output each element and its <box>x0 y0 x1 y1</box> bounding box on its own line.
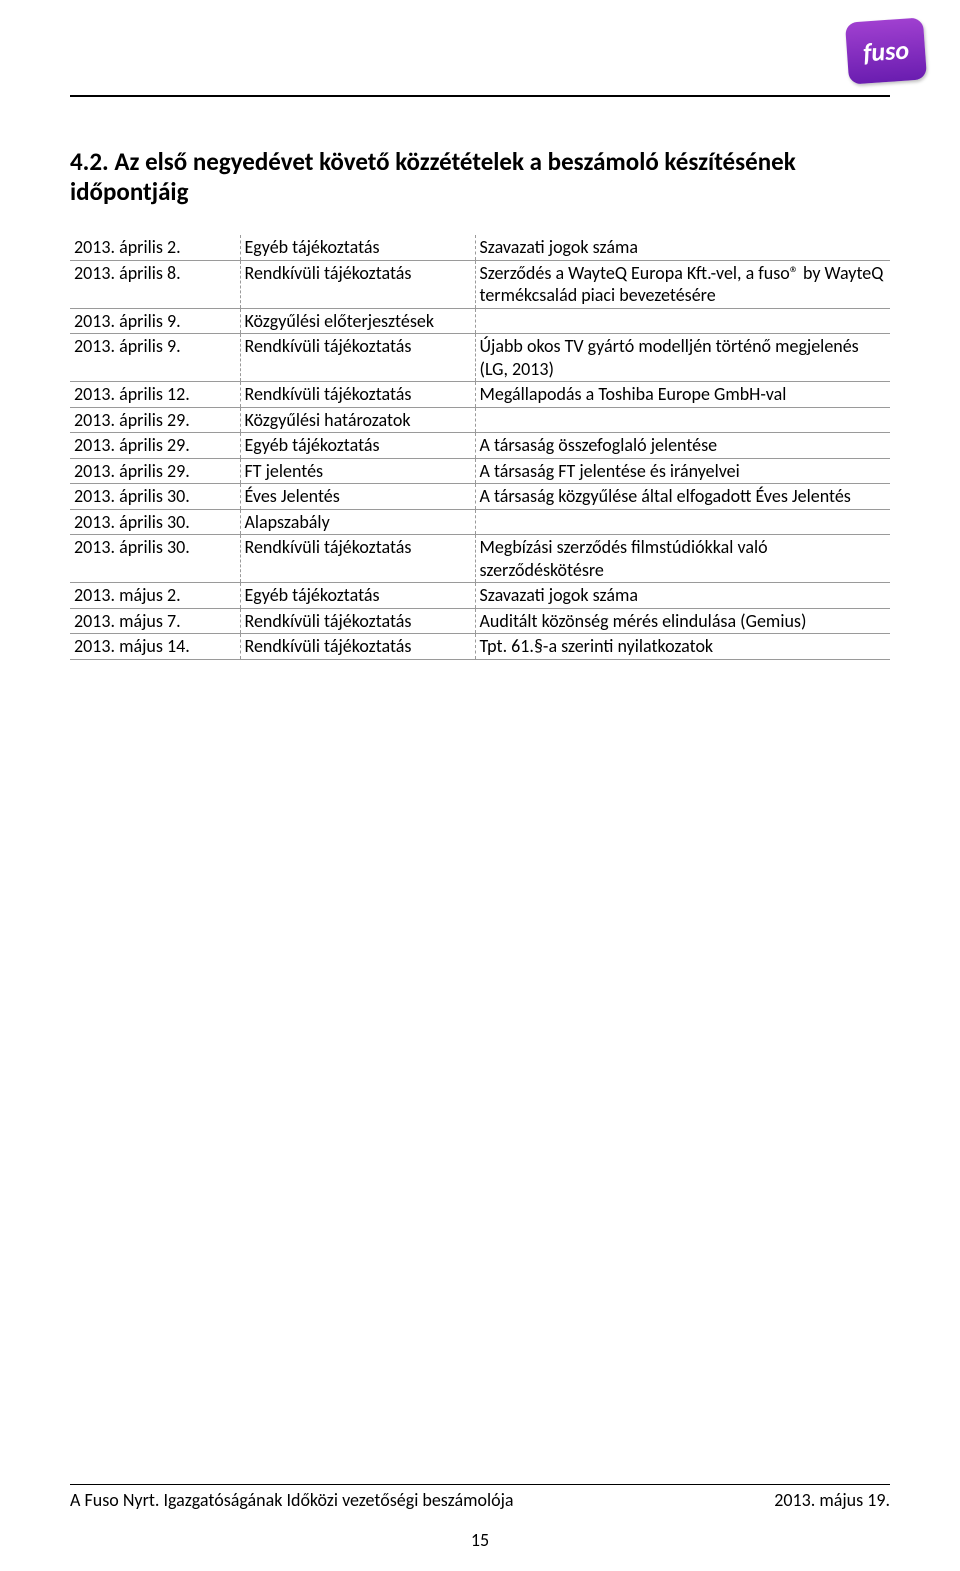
table-row: 2013. május 2.Egyéb tájékoztatásSzavazat… <box>70 583 890 609</box>
row-description: Szavazati jogok száma <box>475 235 890 260</box>
table-row: 2013. május 14.Rendkívüli tájékoztatásTp… <box>70 634 890 660</box>
row-description: Szerződés a WayteQ Europa Kft.-vel, a fu… <box>475 260 890 308</box>
row-description: Megállapodás a Toshiba Europe GmbH-val <box>475 382 890 408</box>
row-type: Éves Jelentés <box>240 484 475 510</box>
table-row: 2013. április 29.Egyéb tájékoztatásA tár… <box>70 433 890 459</box>
row-type: Rendkívüli tájékoztatás <box>240 608 475 634</box>
row-date: 2013. április 12. <box>70 382 240 408</box>
table-row: 2013. április 30.Alapszabály <box>70 509 890 535</box>
row-type: Rendkívüli tájékoztatás <box>240 382 475 408</box>
row-date: 2013. április 9. <box>70 334 240 382</box>
table-row: 2013. április 9.Közgyűlési előterjesztés… <box>70 308 890 334</box>
row-type: Egyéb tájékoztatás <box>240 235 475 260</box>
row-description: A társaság közgyűlése által elfogadott É… <box>475 484 890 510</box>
row-type: Rendkívüli tájékoztatás <box>240 260 475 308</box>
row-description: A társaság FT jelentése és irányelvei <box>475 458 890 484</box>
row-date: 2013. május 14. <box>70 634 240 660</box>
row-date: 2013. április 2. <box>70 235 240 260</box>
page-footer: A Fuso Nyrt. Igazgatóságának Időközi vez… <box>70 1484 890 1511</box>
row-type: Egyéb tájékoztatás <box>240 433 475 459</box>
brand-logo: fuso <box>847 20 925 82</box>
row-date: 2013. április 9. <box>70 308 240 334</box>
footer-right-text: 2013. május 19. <box>774 1489 890 1511</box>
row-type: Rendkívüli tájékoztatás <box>240 634 475 660</box>
row-type: Alapszabály <box>240 509 475 535</box>
page-number: 15 <box>0 1529 960 1551</box>
table-row: 2013. április 8.Rendkívüli tájékoztatásS… <box>70 260 890 308</box>
row-date: 2013. április 30. <box>70 484 240 510</box>
row-description: Szavazati jogok száma <box>475 583 890 609</box>
row-description <box>475 407 890 433</box>
row-description: Újabb okos TV gyártó modelljén történő m… <box>475 334 890 382</box>
section-heading: 4.2. Az első negyedévet követő közzététe… <box>70 147 890 207</box>
footer-rule <box>70 1484 890 1485</box>
disclosures-table: 2013. április 2.Egyéb tájékoztatásSzavaz… <box>70 235 890 660</box>
row-description <box>475 308 890 334</box>
table-row: 2013. április 29.Közgyűlési határozatok <box>70 407 890 433</box>
row-description: Tpt. 61.§-a szerinti nyilatkozatok <box>475 634 890 660</box>
footer-left-text: A Fuso Nyrt. Igazgatóságának Időközi vez… <box>70 1489 514 1511</box>
row-date: 2013. április 29. <box>70 407 240 433</box>
top-horizontal-rule <box>70 95 890 97</box>
table-row: 2013. április 2.Egyéb tájékoztatásSzavaz… <box>70 235 890 260</box>
row-type: Rendkívüli tájékoztatás <box>240 535 475 583</box>
row-date: 2013. április 8. <box>70 260 240 308</box>
row-date: 2013. május 7. <box>70 608 240 634</box>
table-row: 2013. április 9.Rendkívüli tájékoztatásÚ… <box>70 334 890 382</box>
row-description: Megbízási szerződés filmstúdiókkal való … <box>475 535 890 583</box>
logo-text: fuso <box>845 17 927 84</box>
table-row: 2013. április 30.Rendkívüli tájékoztatás… <box>70 535 890 583</box>
row-type: FT jelentés <box>240 458 475 484</box>
row-type: Közgyűlési határozatok <box>240 407 475 433</box>
row-date: 2013. április 30. <box>70 535 240 583</box>
table-row: 2013. április 12.Rendkívüli tájékoztatás… <box>70 382 890 408</box>
row-date: 2013. április 29. <box>70 458 240 484</box>
row-type: Rendkívüli tájékoztatás <box>240 334 475 382</box>
table-row: 2013. május 7.Rendkívüli tájékoztatásAud… <box>70 608 890 634</box>
row-description <box>475 509 890 535</box>
table-row: 2013. április 29.FT jelentésA társaság F… <box>70 458 890 484</box>
row-date: 2013. április 30. <box>70 509 240 535</box>
row-date: 2013. május 2. <box>70 583 240 609</box>
row-description: Auditált közönség mérés elindulása (Gemi… <box>475 608 890 634</box>
table-row: 2013. április 30.Éves JelentésA társaság… <box>70 484 890 510</box>
row-description: A társaság összefoglaló jelentése <box>475 433 890 459</box>
row-date: 2013. április 29. <box>70 433 240 459</box>
row-type: Egyéb tájékoztatás <box>240 583 475 609</box>
row-type: Közgyűlési előterjesztések <box>240 308 475 334</box>
